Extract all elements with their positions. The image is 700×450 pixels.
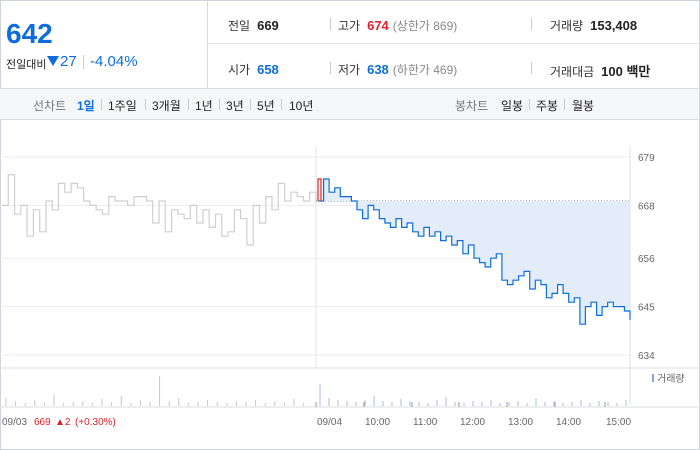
period-3m[interactable]: 3개월 bbox=[152, 99, 181, 113]
candle-monthly[interactable]: 월봉 bbox=[572, 99, 595, 113]
prev-day-series bbox=[2, 174, 317, 246]
divider bbox=[101, 99, 102, 110]
divider bbox=[330, 18, 331, 30]
volume-legend: 거래량 bbox=[657, 373, 685, 385]
open-stat: 시가 658 bbox=[228, 62, 279, 77]
prev-day-change-pct: (+0.30%) bbox=[75, 417, 116, 428]
y-tick-label: 668 bbox=[638, 201, 655, 212]
x-tick-label: 13:00 bbox=[508, 417, 533, 428]
opening-up-tick bbox=[317, 178, 322, 201]
divider bbox=[83, 55, 84, 69]
divider bbox=[564, 99, 565, 110]
x-tick-label: 10:00 bbox=[365, 417, 390, 428]
divider bbox=[330, 62, 331, 74]
period-1y[interactable]: 1년 bbox=[195, 99, 213, 113]
divider bbox=[145, 99, 146, 110]
prev-day-close: 669 bbox=[34, 417, 51, 428]
prev-day-change: ▲2 bbox=[55, 417, 71, 428]
line-chart-label: 선차트 bbox=[33, 99, 67, 113]
y-tick-label: 634 bbox=[638, 351, 655, 362]
x-tick-label: 11:00 bbox=[413, 417, 438, 428]
divider bbox=[208, 43, 698, 44]
period-1w[interactable]: 1주일 bbox=[108, 99, 137, 113]
divider bbox=[531, 18, 532, 30]
divider bbox=[188, 99, 189, 110]
divider bbox=[250, 99, 251, 110]
quote-header: 642 전일대비 27 -4.04% 전일 669 고가 674 (상한가 869) … bbox=[0, 0, 698, 89]
period-1d[interactable]: 1일 bbox=[77, 99, 95, 113]
prev-day-date: 09/03 bbox=[2, 417, 27, 428]
down-triangle-icon bbox=[47, 56, 59, 66]
change-label: 전일대비 bbox=[6, 58, 47, 71]
today-series bbox=[318, 178, 631, 325]
current-price: 642 bbox=[6, 18, 53, 49]
y-tick-label: 679 bbox=[638, 153, 655, 164]
y-tick-label: 656 bbox=[638, 254, 655, 265]
volume-stat: 거래량 153,408 bbox=[550, 18, 638, 33]
change-amount: 27 bbox=[47, 53, 77, 70]
high-stat: 고가 674 (상한가 869) bbox=[338, 18, 458, 33]
candle-chart-label: 봉차트 bbox=[455, 99, 489, 113]
period-3y[interactable]: 3년 bbox=[226, 99, 244, 113]
price-box: 642 전일대비 27 -4.04% bbox=[0, 0, 208, 88]
candle-weekly[interactable]: 주봉 bbox=[536, 99, 559, 113]
divider bbox=[529, 99, 530, 110]
divider bbox=[219, 99, 220, 110]
candle-daily[interactable]: 일봉 bbox=[501, 99, 524, 113]
period-5y[interactable]: 5년 bbox=[257, 99, 275, 113]
chart-toolbar: 선차트 1일 1주일 3개월 1년 3년 5년 10년 봉차트 일봉 주봉 월봉 bbox=[0, 89, 698, 120]
volume-legend-icon bbox=[652, 374, 654, 382]
y-tick-label: 645 bbox=[638, 303, 655, 314]
prev-close-stat: 전일 669 bbox=[228, 18, 279, 33]
divider bbox=[281, 99, 282, 110]
low-stat: 저가 638 (하한가 469) bbox=[338, 62, 458, 77]
change-percent: -4.04% bbox=[90, 53, 138, 70]
x-tick-label: 14:00 bbox=[556, 417, 581, 428]
period-10y[interactable]: 10년 bbox=[289, 99, 314, 113]
divider bbox=[531, 62, 532, 74]
amount-stat: 거래대금 100 백만 bbox=[550, 64, 651, 79]
x-tick-label: 09/04 bbox=[317, 417, 342, 428]
x-tick-label: 15:00 bbox=[606, 417, 631, 428]
x-tick-label: 12:00 bbox=[460, 417, 485, 428]
